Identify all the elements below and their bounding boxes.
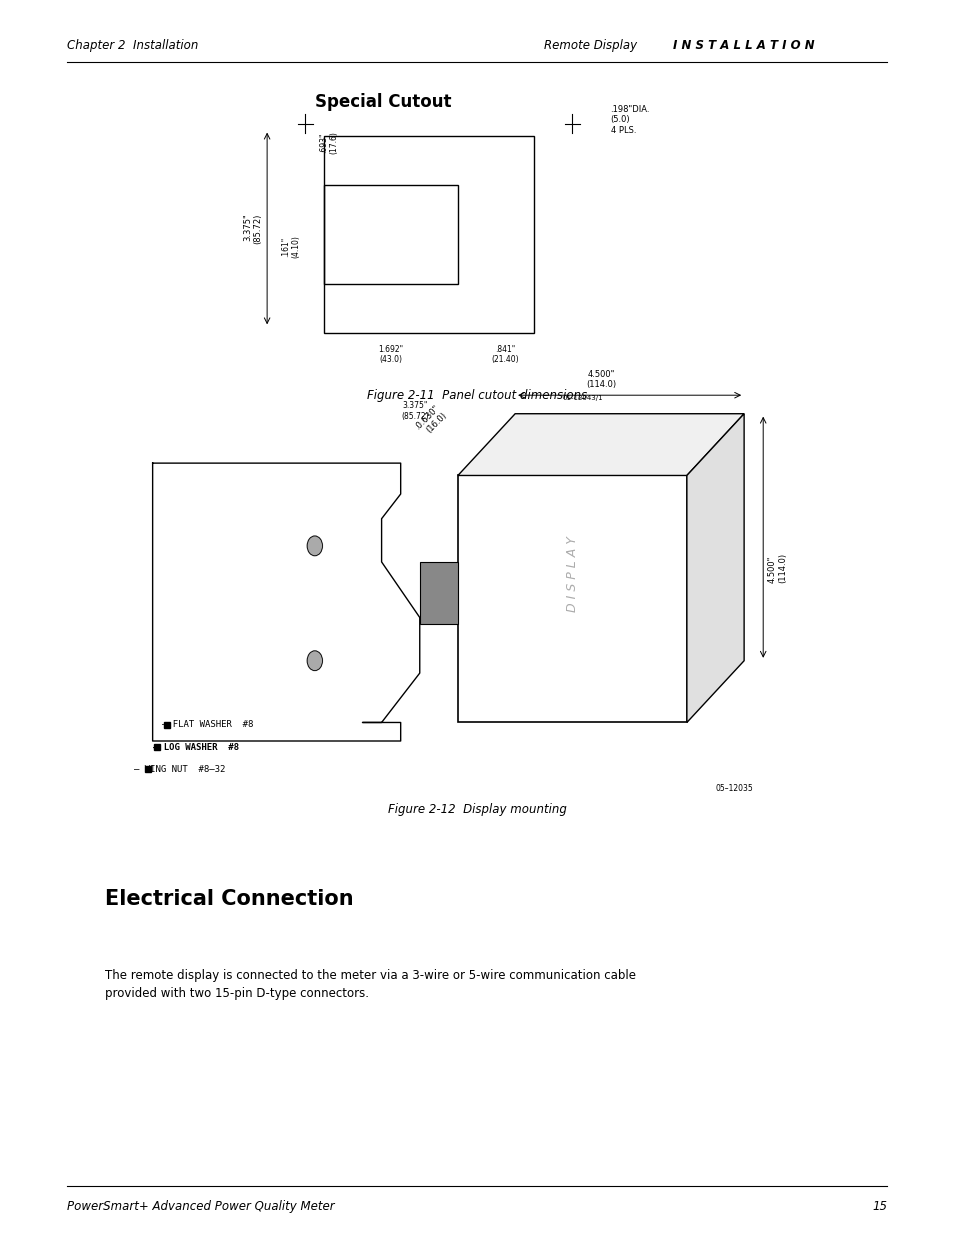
Text: 05–12035: 05–12035 bbox=[715, 784, 753, 793]
Text: .841"
(21.40): .841" (21.40) bbox=[492, 345, 518, 364]
Text: .693"
(17.6): .693" (17.6) bbox=[319, 131, 338, 154]
Text: Remote Display: Remote Display bbox=[543, 38, 640, 52]
Bar bbox=[324, 136, 534, 333]
Text: Figure 2-12  Display mounting: Figure 2-12 Display mounting bbox=[387, 803, 566, 816]
Text: The remote display is connected to the meter via a 3-wire or 5-wire communicatio: The remote display is connected to the m… bbox=[105, 969, 636, 1000]
Text: Chapter 2  Installation: Chapter 2 Installation bbox=[67, 38, 198, 52]
Bar bbox=[457, 475, 686, 722]
Text: 01-12043/1: 01-12043/1 bbox=[562, 395, 603, 401]
Text: D I S P L A Y: D I S P L A Y bbox=[565, 536, 578, 613]
Text: 3.375"
(85.72): 3.375" (85.72) bbox=[243, 214, 262, 243]
Text: Electrical Connection: Electrical Connection bbox=[105, 889, 354, 909]
Text: 1.692"
(43.0): 1.692" (43.0) bbox=[378, 345, 403, 364]
Polygon shape bbox=[686, 414, 743, 722]
Text: PowerSmart+ Advanced Power Quality Meter: PowerSmart+ Advanced Power Quality Meter bbox=[67, 1200, 335, 1214]
Circle shape bbox=[307, 536, 322, 556]
Text: 4.500"
(114.0): 4.500" (114.0) bbox=[585, 369, 616, 389]
Text: .0.630"
(16.0): .0.630" (16.0) bbox=[413, 404, 448, 438]
Text: Figure 2-11  Panel cutout dimensions: Figure 2-11 Panel cutout dimensions bbox=[367, 389, 586, 403]
Bar bbox=[419, 562, 457, 624]
Text: .198"DIA.
(5.0)
4 PLS.: .198"DIA. (5.0) 4 PLS. bbox=[610, 105, 649, 135]
Text: — LOG WASHER  #8: — LOG WASHER #8 bbox=[152, 742, 238, 752]
Polygon shape bbox=[457, 414, 743, 475]
Circle shape bbox=[307, 651, 322, 671]
Text: — WING NUT  #8–32: — WING NUT #8–32 bbox=[133, 764, 225, 774]
Text: 15: 15 bbox=[871, 1200, 886, 1214]
Text: I N S T A L L A T I O N: I N S T A L L A T I O N bbox=[672, 38, 813, 52]
Text: .161"
(4.10): .161" (4.10) bbox=[281, 236, 300, 258]
Bar bbox=[324, 185, 457, 284]
Text: — FLAT WASHER  #8: — FLAT WASHER #8 bbox=[162, 720, 253, 730]
Text: 3.375"
(85.72): 3.375" (85.72) bbox=[401, 401, 428, 421]
Text: Special Cutout: Special Cutout bbox=[314, 93, 451, 111]
Text: 4.500"
(114.0): 4.500" (114.0) bbox=[767, 553, 786, 583]
